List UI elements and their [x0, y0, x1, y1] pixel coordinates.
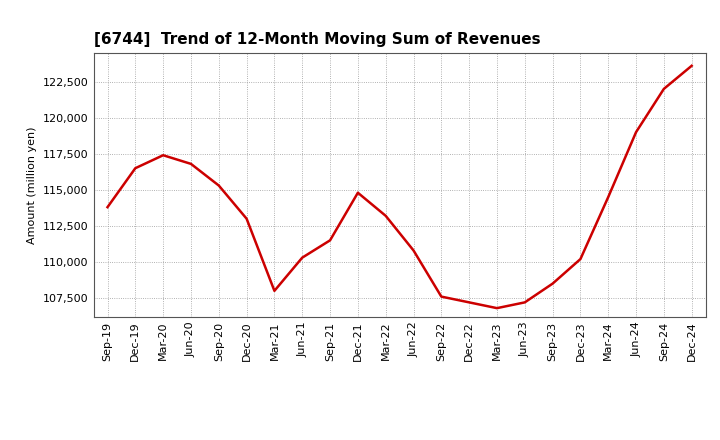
Text: [6744]  Trend of 12-Month Moving Sum of Revenues: [6744] Trend of 12-Month Moving Sum of R…: [94, 33, 540, 48]
Y-axis label: Amount (million yen): Amount (million yen): [27, 126, 37, 244]
